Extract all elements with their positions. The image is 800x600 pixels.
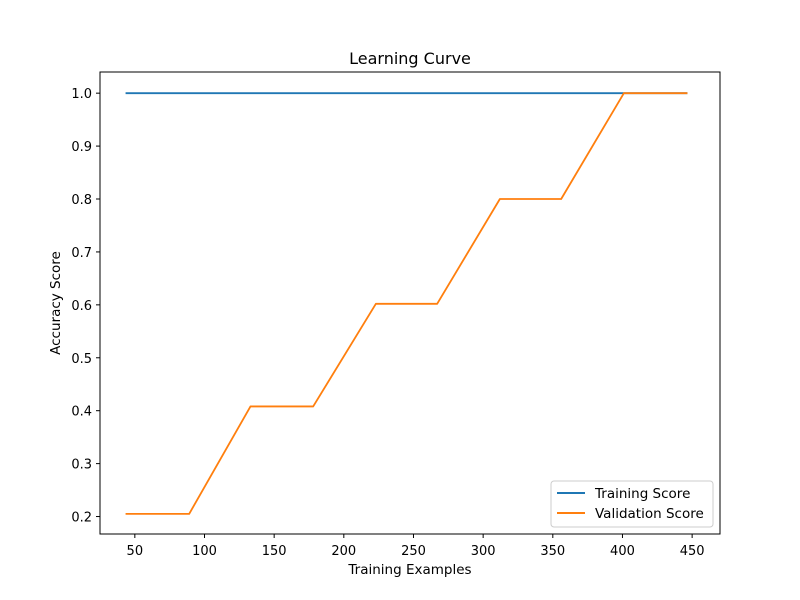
legend-box <box>550 480 714 528</box>
y-tick-label: 0.4 <box>71 405 92 420</box>
x-tick-label: 300 <box>471 544 496 559</box>
chart-title: Learning Curve <box>349 49 471 68</box>
y-tick-label: 0.8 <box>71 193 92 208</box>
x-tick-label: 350 <box>540 544 565 559</box>
legend: Training Score Validation Score <box>550 480 714 528</box>
y-tick-label: 0.9 <box>71 140 92 155</box>
y-tick-label: 0.3 <box>71 458 92 473</box>
y-tick-label: 0.6 <box>71 299 92 314</box>
x-tick-label: 200 <box>331 544 356 559</box>
series-lines <box>125 92 688 515</box>
x-tick-label: 450 <box>680 544 705 559</box>
x-tick-label: 250 <box>401 544 426 559</box>
x-axis-label: Training Examples <box>347 562 471 578</box>
y-axis-label: Accuracy Score <box>48 251 64 355</box>
y-tick-label: 0.2 <box>71 511 92 526</box>
y-tick-label: 0.7 <box>71 246 92 261</box>
validation-score-line <box>125 92 688 515</box>
x-axis: 50 100 150 200 250 300 350 400 450 <box>127 534 705 559</box>
x-tick-label: 100 <box>192 544 217 559</box>
x-tick-label: 50 <box>127 544 144 559</box>
legend-label-validation: Validation Score <box>595 506 704 522</box>
plot-frame <box>99 71 721 535</box>
x-tick-label: 400 <box>610 544 635 559</box>
legend-label-training: Training Score <box>594 486 690 502</box>
y-axis: 0.2 0.3 0.4 0.5 0.6 0.7 0.8 0.9 1.0 <box>71 87 100 526</box>
plot-area: 50 100 150 200 250 300 350 400 450 0.20.30.40.50… <box>71 71 721 559</box>
x-tick-label: 150 <box>262 544 287 559</box>
y-tick-label: 1.0 <box>71 87 92 102</box>
y-tick-label: 0.5 <box>71 352 92 367</box>
